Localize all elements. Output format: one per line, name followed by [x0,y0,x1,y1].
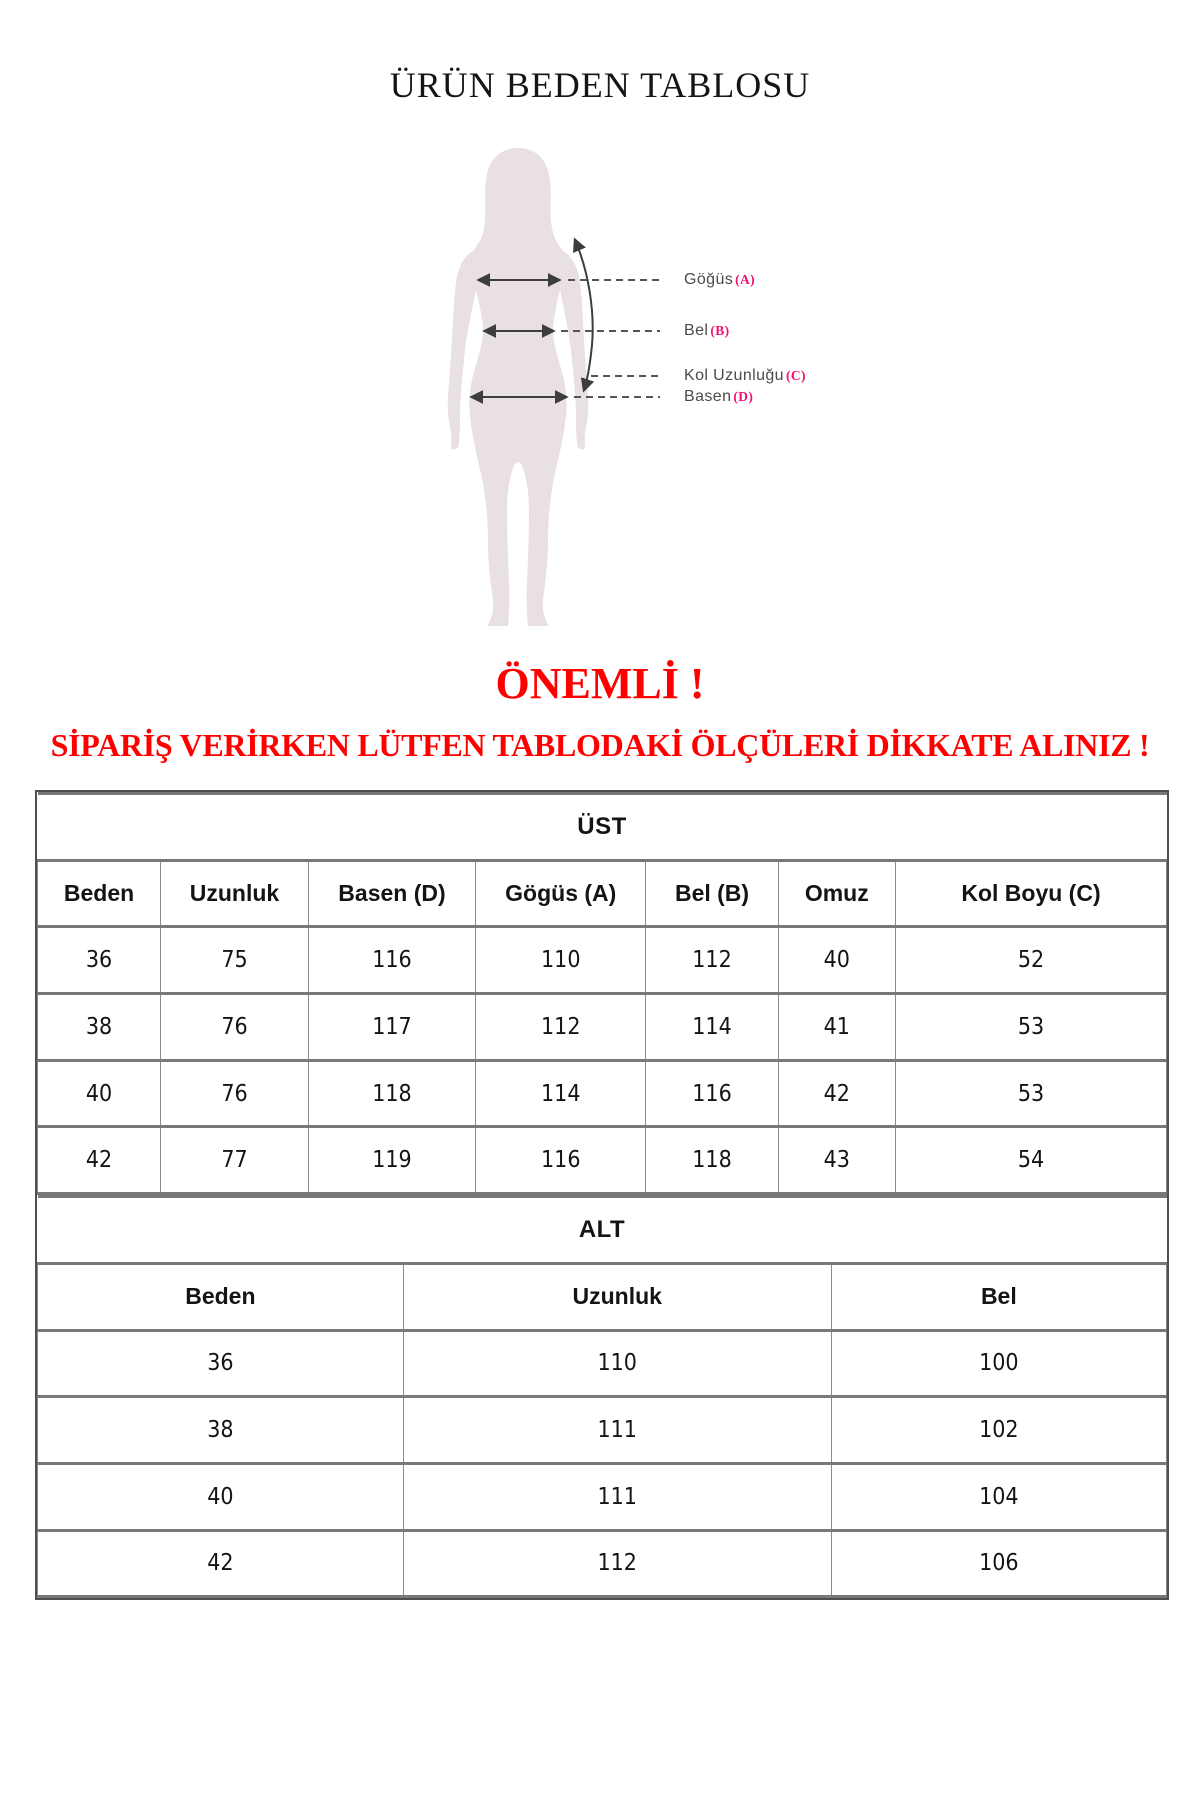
table-cell: 100 [830,1328,1168,1399]
table-cell: 42 [37,1528,404,1599]
column-header: Uzunluk [160,858,309,929]
table-cell: 42 [36,1125,162,1196]
table-cell: 38 [36,992,162,1062]
measurement-name: Basen [684,388,732,405]
measurement-label-arm: Kol Uzunluğu (C) [684,365,806,387]
table-cell: 106 [830,1528,1168,1599]
page-title: ÜRÜN BEDEN TABLOSU [389,65,811,105]
size-tables: ÜST Beden Uzunluk Basen (D) Gögüs (A) Bel (B)… [35,790,1169,1601]
table-cell: 52 [894,925,1168,996]
section-title: ALT [37,1195,1167,1265]
measurement-name: Göğüs [684,271,734,288]
table-cell: 53 [894,1058,1168,1129]
column-header: Beden [37,1261,404,1332]
table-cell: 104 [830,1461,1168,1532]
table-cell: 119 [307,1125,477,1196]
table-cell: 116 [307,925,477,996]
section-title-row: ALT [37,1195,1167,1265]
table-cell: 43 [777,1125,896,1196]
table-cell: 111 [402,1395,832,1465]
size-diagram: Göğüs (A) Bel (B) Kol Uzunluğu (C) Basen (D) [0,130,1200,650]
table-cell: 118 [645,1125,779,1196]
table-cell: 110 [402,1328,832,1399]
column-header: Omuz [777,858,896,929]
table-cell: 54 [894,1125,1168,1196]
silhouette-torso-legs [469,232,567,626]
column-header: Kol Boyu (C) [894,858,1168,929]
important-heading: ÖNEMLİ ! [495,659,705,708]
measurement-code: (B) [710,323,730,338]
table-cell: 38 [37,1395,404,1465]
table-cell: 40 [37,1461,404,1532]
ust-size-table: ÜST Beden Uzunluk Basen (D) Gögüs (A) Bel (B)… [36,792,1168,1196]
table-cell: 42 [777,1058,896,1129]
measurement-code: (C) [785,368,806,383]
table-cell: 116 [475,1125,647,1196]
table-cell: 40 [777,925,896,996]
measurement-label-waist: Bel (B) [684,320,730,342]
column-header: Bel (B) [645,858,779,929]
table-cell: 110 [475,925,647,996]
column-header-row: Beden Uzunluk Bel [37,1261,1168,1332]
label-connectors [561,279,660,398]
section-title-row: ÜST [37,792,1167,862]
table-cell: 112 [645,925,779,996]
table-row: 40 111 104 [37,1461,1168,1532]
measurement-name: Kol Uzunluğu [684,367,784,384]
silhouette-left-arm [447,252,478,450]
table-row: 42 77 119 116 118 43 54 [36,1125,1168,1196]
table-cell: 75 [160,925,309,996]
measurement-label-hip: Basen (D) [684,386,753,408]
section-title: ÜST [37,792,1167,862]
table-cell: 41 [777,992,896,1062]
arm-length-arrow [573,237,595,393]
table-cell: 77 [160,1125,309,1196]
table-row: 42 112 106 [37,1528,1168,1599]
table-cell: 114 [475,1058,647,1129]
table-row: 40 76 118 114 116 42 53 [36,1058,1168,1129]
measurement-arrows [469,237,595,404]
measurement-code: (D) [733,389,754,404]
table-cell: 36 [37,1328,404,1399]
table-cell: 116 [645,1058,779,1129]
table-cell: 112 [402,1528,832,1599]
table-cell: 76 [160,992,309,1062]
measurement-code: (A) [735,272,756,287]
table-cell: 53 [894,992,1168,1062]
order-warning-text: SİPARİŞ VERİRKEN LÜTFEN TABLODAKİ ÖLÇÜLE… [50,727,1150,763]
column-header: Basen (D) [307,858,477,929]
table-cell: 117 [307,992,477,1062]
table-row: 38 76 117 112 114 41 53 [36,992,1168,1062]
column-header: Bel [830,1261,1168,1332]
body-silhouette-graphic [447,148,660,626]
table-row: 36 110 100 [37,1328,1168,1399]
silhouette-hair [470,148,566,254]
column-header: Beden [36,858,162,929]
table-cell: 114 [645,992,779,1062]
table-cell: 118 [307,1058,477,1129]
column-header: Uzunluk [402,1261,832,1332]
table-cell: 36 [36,925,162,996]
table-cell: 111 [402,1461,832,1532]
table-cell: 76 [160,1058,309,1129]
column-header-row: Beden Uzunluk Basen (D) Gögüs (A) Bel (B) Omu… [36,858,1168,929]
table-cell: 112 [475,992,647,1062]
column-header: Gögüs (A) [475,858,647,929]
measurement-label-chest: Göğüs (A) [684,269,755,291]
table-row: 36 75 116 110 112 40 52 [36,925,1168,996]
table-cell: 40 [36,1058,162,1129]
measurement-name: Bel [684,322,709,339]
table-row: 38 111 102 [37,1395,1168,1465]
alt-size-table: ALT Beden Uzunluk Bel 36 110 100 38 111 102 40 111 1… [37,1195,1168,1599]
female-silhouette [447,148,589,626]
table-cell: 102 [830,1395,1168,1465]
